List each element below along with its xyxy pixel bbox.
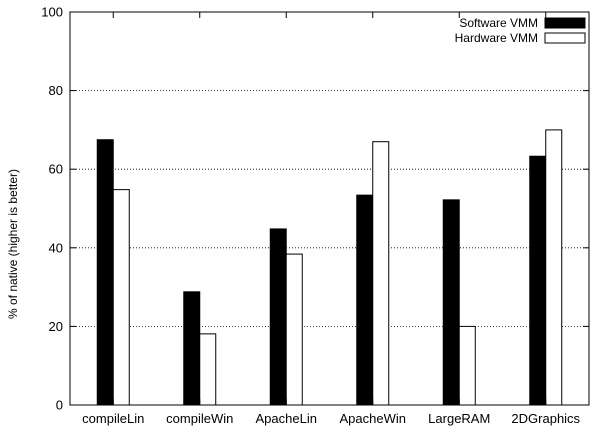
bar-software-vmm-apachelin (269, 228, 287, 406)
legend-label-hardware-vmm: Hardware VMM (455, 31, 538, 45)
bar-software-vmm-compilelin (96, 139, 114, 406)
bar-software-vmm-largeram (442, 199, 460, 406)
bar-hardware-vmm-compilewin (199, 333, 217, 406)
y-axis-title: % of native (higher is better) (6, 169, 20, 319)
bars (96, 129, 563, 406)
bar-hardware-vmm-compilelin (112, 189, 130, 406)
x-tick-labels: compileLin compileWin ApacheLin ApacheWin La… (82, 411, 580, 426)
bar-software-vmm-compilewin (183, 291, 201, 406)
legend-swatch-hardware-vmm (544, 32, 586, 44)
y-tick-labels: 0 20 40 60 80 100 (41, 5, 63, 413)
bar-software-vmm-2dgraphics (529, 155, 547, 406)
y-tick-label-100: 100 (41, 5, 63, 20)
x-tick-label-compilelin: compileLin (82, 411, 144, 426)
y-tick-label-80: 80 (49, 83, 63, 98)
bar-hardware-vmm-2dgraphics (545, 129, 563, 406)
y-tick-label-60: 60 (49, 162, 63, 177)
axes (69, 11, 590, 406)
y-tick-label-0: 0 (56, 398, 63, 413)
y-tick-label-40: 40 (49, 240, 63, 255)
bar-hardware-vmm-largeram (458, 325, 476, 406)
legend-swatch-software-vmm (544, 17, 586, 29)
x-tick-label-2dgraphics: 2DGraphics (511, 411, 580, 426)
plot-frame (69, 11, 590, 406)
bar-software-vmm-apachewin (356, 194, 374, 406)
x-tick-label-apachelin: ApacheLin (256, 411, 317, 426)
legend-label-software-vmm: Software VMM (459, 16, 538, 30)
x-tick-label-compilewin: compileWin (166, 411, 233, 426)
x-tick-label-apachewin: ApacheWin (340, 411, 406, 426)
x-tick-label-largeram: LargeRAM (428, 411, 490, 426)
legend: Software VMM Hardware VMM (455, 16, 586, 45)
gridlines (70, 90, 589, 327)
y-tick-label-20: 20 (49, 319, 63, 334)
bar-hardware-vmm-apachewin (372, 141, 390, 406)
bar-hardware-vmm-apachelin (285, 253, 303, 406)
